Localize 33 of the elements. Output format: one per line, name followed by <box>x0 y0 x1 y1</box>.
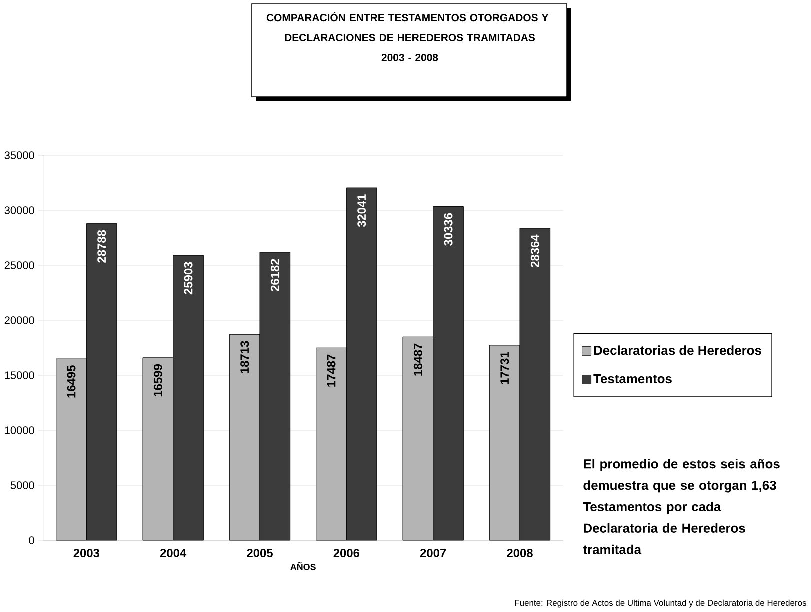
legend-label: Testamentos <box>594 374 672 384</box>
data-label: 25903 <box>184 262 193 295</box>
legend-label: Declaratorias de Herederos <box>594 346 762 356</box>
data-label: 28364 <box>530 234 540 268</box>
x-tick-label: 2004 <box>160 549 187 558</box>
y-tick-label: 5000 <box>10 482 34 490</box>
y-tick-label: 20000 <box>4 316 34 324</box>
x-tick-label: 2007 <box>420 549 446 558</box>
data-label: 18487 <box>414 344 422 376</box>
y-tick-label: 0 <box>29 536 34 544</box>
data-label: 17487 <box>327 354 336 387</box>
text: El promedio de estos seis años demuestra que se otorgan 1,63 Testamentos por cada Declaratoria de Herederos tramitada <box>583 459 780 554</box>
x-tick-label: 2008 <box>507 549 533 558</box>
data-label: 17731 <box>500 352 510 384</box>
data-label: 16599 <box>154 364 162 397</box>
source-note: Fuente: Registro de Actos de Ultima Voluntad y de Declaratoria de Herederos <box>515 600 806 608</box>
x-axis-title: AÑOS <box>290 562 316 570</box>
y-tick-label: 15000 <box>5 372 34 380</box>
x-tick-label: 2005 <box>247 549 273 558</box>
y-tick-label: 25000 <box>4 262 34 270</box>
data-label: 16495 <box>67 366 76 398</box>
x-tick-label: 2006 <box>334 549 360 558</box>
data-label: 26182 <box>270 259 280 292</box>
y-tick-label: 35000 <box>4 152 34 160</box>
chart-title: COMPARACIÓN ENTRE TESTAMENTOS OTORGADOS Y DECLARACIONES DE HEREDEROS TRAMITADAS <box>266 12 549 42</box>
y-tick-label: 30000 <box>4 206 34 214</box>
chart-subtitle: 2003 - 2008 <box>382 54 438 62</box>
data-label: 28788 <box>98 230 106 263</box>
y-tick-label: 10000 <box>5 426 34 434</box>
data-label: 18713 <box>240 341 250 374</box>
data-label: 30336 <box>444 213 453 246</box>
x-tick-label: 2003 <box>74 549 100 558</box>
data-label: 32041 <box>358 194 366 228</box>
